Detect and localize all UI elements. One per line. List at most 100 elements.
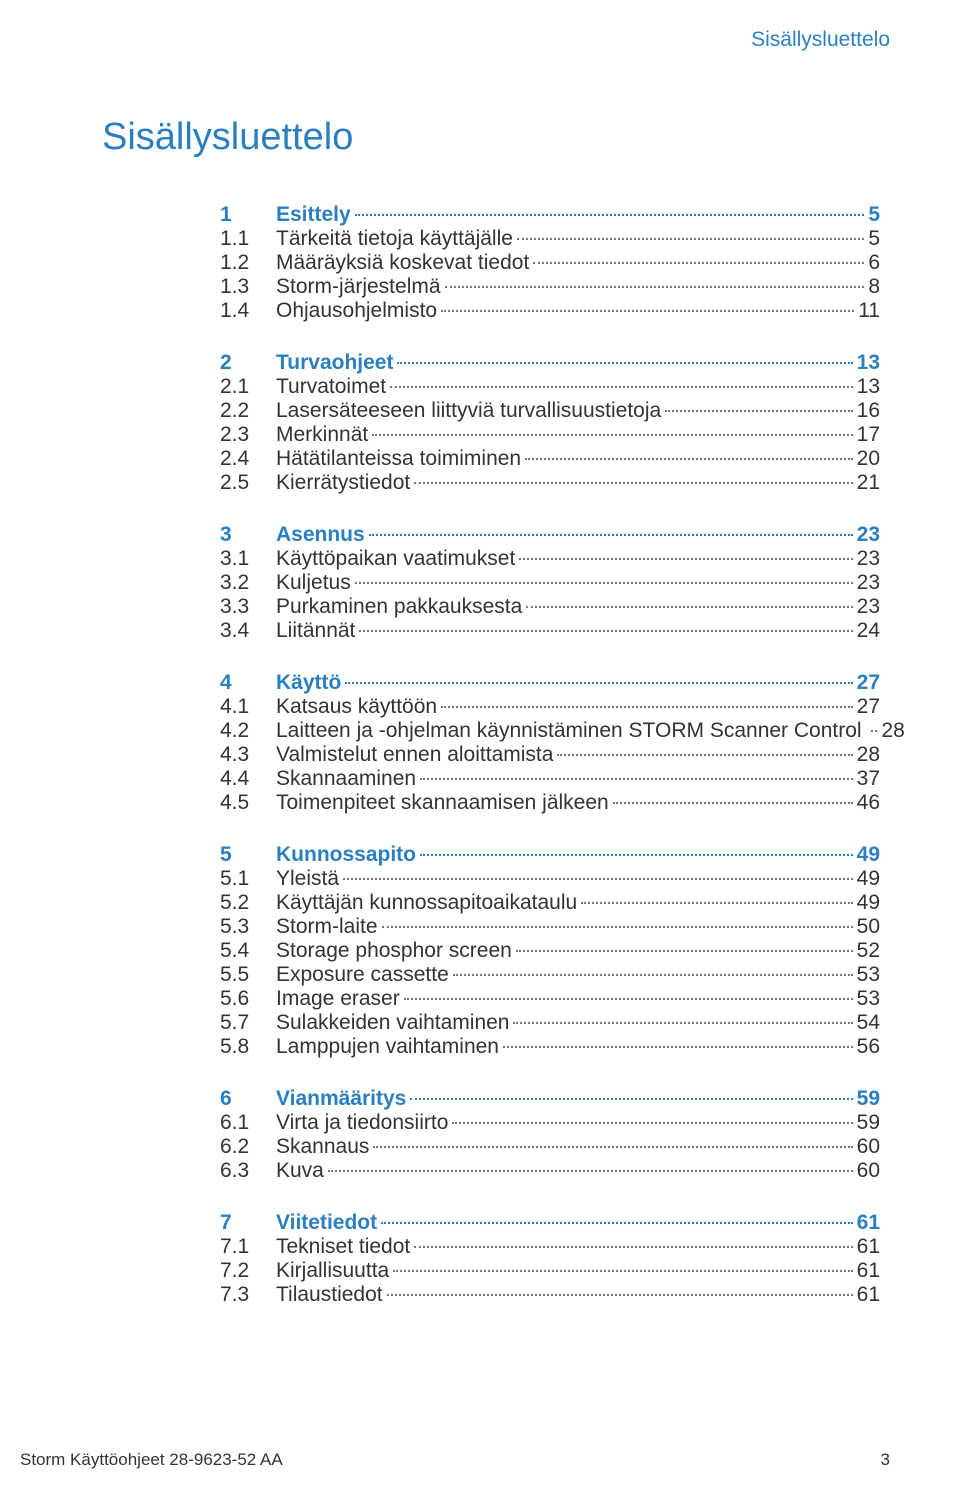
toc-chapter-block: 1Esittely 51.1Tärkeitä tietoja käyttäjäll… [220, 203, 880, 323]
toc-sub-number: 5.4 [220, 939, 276, 963]
toc-sub-row: 4.4Skannaaminen37 [220, 767, 880, 791]
toc-chapter-row: 4Käyttö 27 [220, 671, 880, 695]
toc-sub-label: Toimenpiteet skannaamisen jälkeen [276, 791, 609, 815]
toc-sub-page: 23 [857, 571, 880, 595]
toc-sub-label: Turvatoimet [276, 375, 386, 399]
toc-sub-row: 4.1Katsaus käyttöön27 [220, 695, 880, 719]
toc-sub-page: 16 [857, 399, 880, 423]
toc-sub-number: 5.3 [220, 915, 276, 939]
toc-chapter-page: 13 [857, 351, 880, 375]
toc-sub-row: 3.3Purkaminen pakkauksesta23 [220, 595, 880, 619]
toc-chapter-label: Vianmääritys [276, 1087, 406, 1111]
toc-sub-row: 7.3Tilaustiedot61 [220, 1283, 880, 1307]
toc-sub-number: 5.6 [220, 987, 276, 1011]
toc-sub-number: 4.3 [220, 743, 276, 767]
toc-sub-number: 3.2 [220, 571, 276, 595]
toc-sub-page: 59 [857, 1111, 880, 1135]
toc-leader [516, 950, 853, 952]
toc-chapter-label: Esittely [276, 203, 351, 227]
toc-sub-row: 1.1Tärkeitä tietoja käyttäjälle5 [220, 227, 880, 251]
toc-sub-row: 5.5Exposure cassette53 [220, 963, 880, 987]
toc-leader [404, 998, 853, 1000]
toc-leader [381, 1222, 853, 1224]
toc-sub-label: Lasersäteeseen liittyviä turvallisuustie… [276, 399, 661, 423]
toc-sub-row: 7.1Tekniset tiedot61 [220, 1235, 880, 1259]
toc-sub-row: 1.4Ohjausohjelmisto11 [220, 299, 880, 323]
toc-leader [410, 1098, 852, 1100]
toc-sub-page: 61 [857, 1259, 880, 1283]
toc-sub-page: 28 [857, 743, 880, 767]
toc-chapter-block: 6Vianmääritys596.1Virta ja tiedonsiirto5… [220, 1087, 880, 1183]
toc-sub-label: Skannaus [276, 1135, 369, 1159]
toc-sub-row: 5.3Storm-laite50 [220, 915, 880, 939]
toc-sub-row: 1.2Määräyksiä koskevat tiedot6 [220, 251, 880, 275]
toc-sub-page: 20 [857, 447, 880, 471]
toc-sub-page: 23 [857, 595, 880, 619]
toc-sub-label: Merkinnät [276, 423, 368, 447]
toc-chapter-number: 1 [220, 203, 276, 227]
toc-leader [369, 534, 853, 536]
toc-sub-page: 53 [857, 963, 880, 987]
toc-sub-row: 5.2Käyttäjän kunnossapitoaikataulu49 [220, 891, 880, 915]
toc-chapter-page: 23 [857, 523, 880, 547]
toc-leader [452, 1122, 852, 1124]
toc-leader [390, 386, 853, 388]
toc-sub-row: 1.3Storm-järjestelmä8 [220, 275, 880, 299]
toc-leader [397, 362, 852, 364]
toc-sub-page: 5 [868, 227, 880, 251]
page-footer: Storm Käyttöohjeet 28-9623-52 AA 3 [20, 1450, 890, 1470]
toc-sub-label: Katsaus käyttöön [276, 695, 437, 719]
toc-sub-label: Exposure cassette [276, 963, 449, 987]
toc-sub-number: 2.3 [220, 423, 276, 447]
toc-chapter-number: 7 [220, 1211, 276, 1235]
toc-sub-label: Valmistelut ennen aloittamista [276, 743, 553, 767]
toc-chapter-block: 5Kunnossapito495.1Yleistä495.2Käyttäjän … [220, 843, 880, 1059]
toc-leader [557, 754, 852, 756]
toc-sub-page: 60 [857, 1135, 880, 1159]
toc-sub-page: 60 [857, 1159, 880, 1183]
toc-chapter-number: 4 [220, 671, 276, 695]
toc-chapter-label: Käyttö [276, 671, 341, 695]
toc-sub-label: Kierrätystiedot [276, 471, 410, 495]
toc-leader [519, 558, 852, 560]
toc-sub-label: Käyttöpaikan vaatimukset [276, 547, 515, 571]
toc-sub-number: 5.1 [220, 867, 276, 891]
toc-leader [372, 434, 852, 436]
toc-sub-row: 7.2Kirjallisuutta61 [220, 1259, 880, 1283]
toc-chapter-row: 7Viitetiedot61 [220, 1211, 880, 1235]
toc-sub-row: 3.4Liitännät24 [220, 619, 880, 643]
toc-sub-page: 49 [857, 891, 880, 915]
toc-leader [441, 706, 853, 708]
toc-sub-row: 4.3Valmistelut ennen aloittamista 28 [220, 743, 880, 767]
toc-sub-label: Laitteen ja -ohjelman käynnistäminen STO… [276, 719, 867, 743]
toc-sub-page: 37 [857, 767, 880, 791]
toc-chapter-row: 1Esittely 5 [220, 203, 880, 227]
toc-chapter-page: 27 [857, 671, 880, 695]
toc-leader [441, 310, 854, 312]
toc-sub-page: 61 [857, 1283, 880, 1307]
toc-sub-number: 5.2 [220, 891, 276, 915]
toc-chapter-label: Kunnossapito [276, 843, 416, 867]
toc-leader [533, 262, 864, 264]
toc-sub-page: 52 [857, 939, 880, 963]
toc-sub-page: 8 [868, 275, 880, 299]
toc-sub-label: Hätätilanteissa toimiminen [276, 447, 521, 471]
toc-sub-number: 1.4 [220, 299, 276, 323]
toc-sub-page: 21 [857, 471, 880, 495]
toc-sub-label: Skannaaminen [276, 767, 416, 791]
toc-sub-row: 2.1Turvatoimet13 [220, 375, 880, 399]
toc-sub-number: 7.1 [220, 1235, 276, 1259]
toc-sub-number: 5.7 [220, 1011, 276, 1035]
toc-chapter-page: 5 [868, 203, 880, 227]
toc-sub-page: 28 [881, 719, 904, 743]
toc-leader [420, 778, 853, 780]
toc-sub-row: 6.1Virta ja tiedonsiirto59 [220, 1111, 880, 1135]
footer-doc-id: Storm Käyttöohjeet 28-9623-52 AA [20, 1450, 283, 1470]
toc-sub-row: 2.5Kierrätystiedot21 [220, 471, 880, 495]
toc-chapter-block: 2Turvaohjeet132.1Turvatoimet132.2Lasersä… [220, 351, 880, 495]
toc-sub-page: 61 [857, 1235, 880, 1259]
toc-sub-number: 1.1 [220, 227, 276, 251]
toc-sub-label: Kuva [276, 1159, 324, 1183]
toc-sub-number: 7.2 [220, 1259, 276, 1283]
footer-page-number: 3 [881, 1450, 890, 1470]
